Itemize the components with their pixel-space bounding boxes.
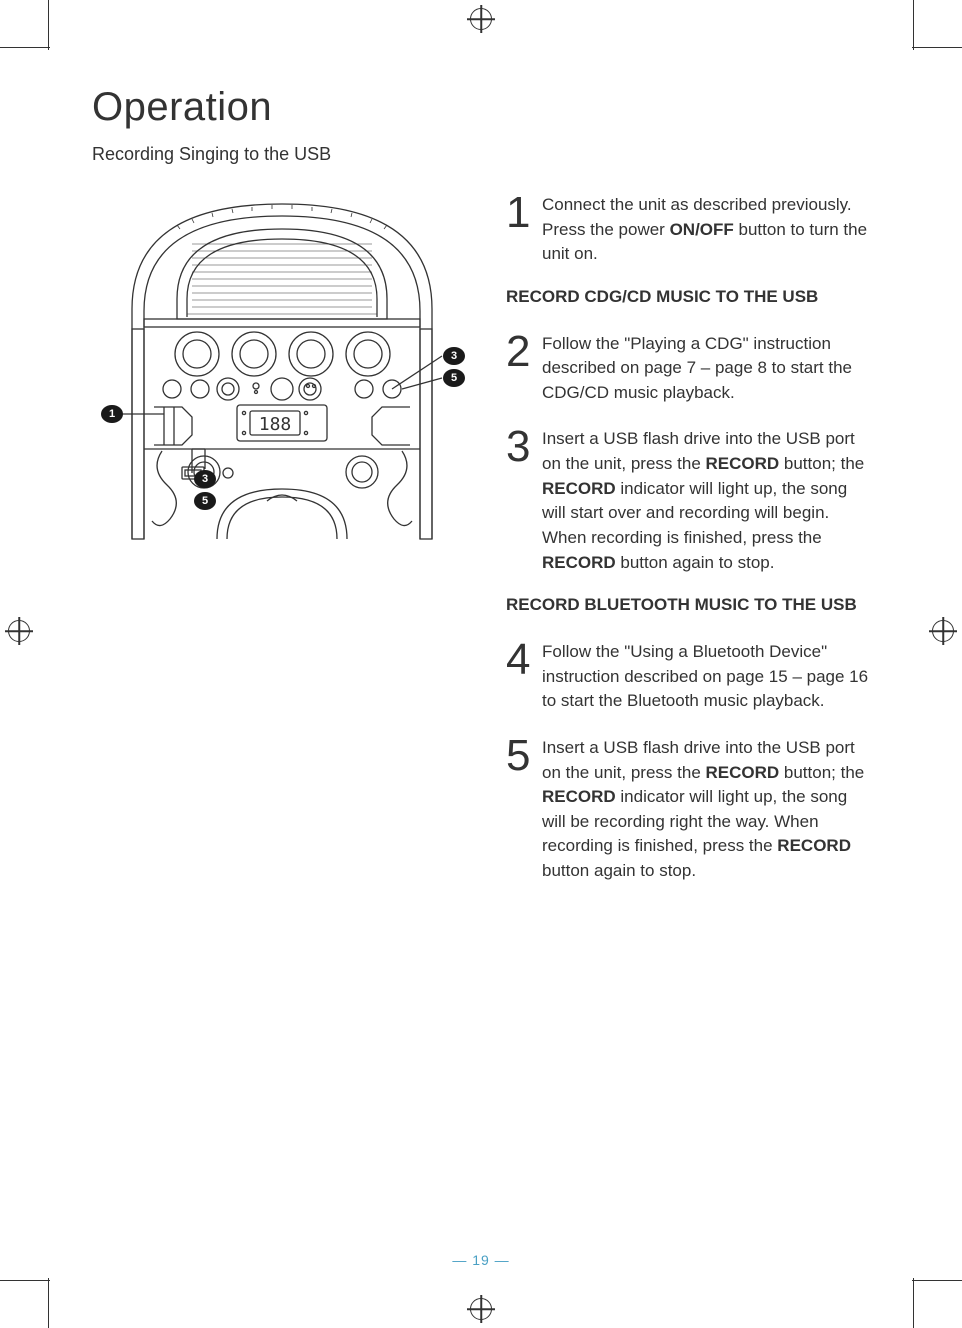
callout-badge: 5 [443,369,465,387]
callout-badge: 5 [194,492,216,510]
page-content: Operation Recording Singing to the USB [92,85,870,1258]
registration-mark-icon [470,1298,492,1320]
crop-mark [913,0,914,50]
step-number: 5 [506,732,542,778]
svg-text:5: 5 [202,495,208,507]
callout-badge: 1 [101,405,123,423]
step-number: 3 [506,423,542,469]
crop-mark [912,1280,962,1281]
bold-term: RECORD [542,479,616,498]
step-text: Connect the unit as described previously… [542,189,870,267]
device-diagram: 188 [92,189,472,549]
display-value: 188 [259,414,292,435]
registration-mark-icon [470,8,492,30]
page-title: Operation [92,85,870,130]
bold-term: RECORD [777,836,851,855]
svg-text:3: 3 [202,473,208,485]
instruction-step: 2Follow the "Playing a CDG" instruction … [506,328,870,406]
bold-term: RECORD [542,787,616,806]
crop-mark [0,47,50,48]
svg-text:5: 5 [451,372,457,384]
crop-mark [913,1278,914,1328]
step-text: Follow the "Using a Bluetooth Device" in… [542,636,870,714]
step-text: Follow the "Playing a CDG" instruction d… [542,328,870,406]
text-run: button again to stop. [542,861,696,880]
step-text: Insert a USB flash drive into the USB po… [542,423,870,575]
crop-mark [48,0,49,50]
callout-badge: 3 [194,470,216,488]
instructions-column: 1Connect the unit as described previousl… [506,189,870,902]
instruction-step: 4Follow the "Using a Bluetooth Device" i… [506,636,870,714]
registration-mark-icon [932,620,954,642]
step-number: 1 [506,189,542,235]
text-run: button; the [779,454,864,473]
text-run: Follow the "Using a Bluetooth Device" in… [542,642,868,710]
instruction-step: 1Connect the unit as described previousl… [506,189,870,267]
page-number: — 19 — [452,1252,509,1268]
bold-term: RECORD [542,553,616,572]
step-number: 2 [506,328,542,374]
bold-term: RECORD [706,454,780,473]
step-number: 4 [506,636,542,682]
registration-mark-icon [8,620,30,642]
section-heading: RECORD CDG/CD MUSIC TO THE USB [506,285,870,310]
text-run: Follow the "Playing a CDG" instruction d… [542,334,852,402]
callout-badge: 3 [443,347,465,365]
bold-term: RECORD [706,763,780,782]
instruction-step: 5Insert a USB flash drive into the USB p… [506,732,870,884]
instruction-step: 3Insert a USB flash drive into the USB p… [506,423,870,575]
page-subtitle: Recording Singing to the USB [92,144,870,165]
step-text: Insert a USB flash drive into the USB po… [542,732,870,884]
crop-mark [912,47,962,48]
text-run: button again to stop. [616,553,775,572]
svg-text:1: 1 [109,408,115,420]
crop-mark [48,1278,49,1328]
section-heading: RECORD BLUETOOTH MUSIC TO THE USB [506,593,870,618]
svg-text:3: 3 [451,350,457,362]
figure-column: 188 [92,189,472,902]
text-run: button; the [779,763,864,782]
crop-mark [0,1280,50,1281]
bold-term: ON/OFF [670,220,734,239]
